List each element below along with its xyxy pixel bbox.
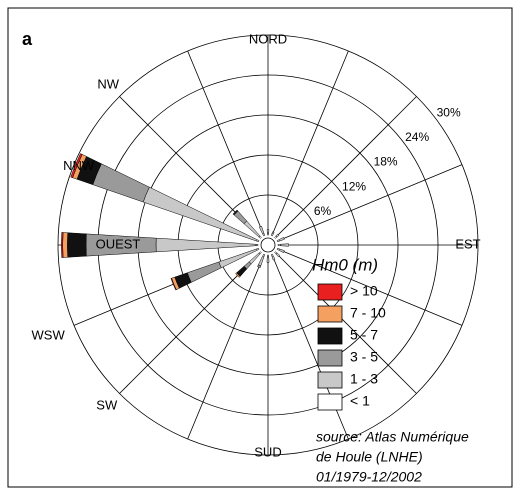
bar-segment: [277, 243, 281, 247]
bar-segment: [271, 231, 275, 235]
direction-label: NW: [97, 77, 119, 92]
legend-swatch: [317, 393, 343, 411]
direction-label: WSW: [32, 328, 66, 343]
bar-segment: [278, 237, 285, 242]
bar-segment: [235, 272, 241, 278]
bar-segment: [278, 248, 285, 253]
legend: Hm0 (m) < 1 1 - 3 3 - 5 5 - 7 7 - 10 > 10: [312, 255, 386, 411]
bars: [61, 153, 289, 291]
spoke: [277, 164, 463, 242]
bar-segment: [170, 277, 177, 291]
bar-segment: [258, 225, 265, 235]
legend-label: < 1: [350, 393, 370, 409]
r-tick-label: 24%: [405, 130, 429, 144]
legend-swatch: [317, 349, 343, 367]
ring: [57, 34, 479, 456]
bar-segment: [257, 264, 262, 269]
bar-segment: [267, 254, 269, 258]
bar-segment: [267, 232, 269, 236]
bar-segment: [266, 229, 270, 234]
legend-swatch: [317, 305, 343, 323]
labels: 6% 12% 18% 24% 30% NORD EST SUD SW WSW OUEST NNW NW s…: [32, 31, 481, 484]
spoke: [271, 50, 349, 236]
spoke: [187, 50, 265, 236]
legend-title: Hm0 (m): [312, 255, 378, 274]
spoke: [274, 96, 417, 239]
bar-segment: [62, 232, 68, 258]
calm-circle: [260, 237, 276, 253]
legend-label: 1 - 3: [350, 371, 378, 387]
r-tick-label: 30%: [437, 105, 461, 119]
direction-label: NNW: [63, 158, 95, 173]
bar-segment: [280, 243, 289, 247]
legend-swatch: [317, 371, 343, 389]
direction-label: OUEST: [96, 236, 141, 251]
bar-segment: [255, 244, 259, 246]
r-tick-label: 12%: [342, 179, 366, 193]
bar-segment: [61, 232, 64, 258]
direction-label: SUD: [254, 444, 281, 459]
bar-segment: [67, 232, 87, 258]
legend-label: 3 - 5: [350, 349, 378, 365]
direction-label: NORD: [249, 31, 287, 46]
bar-segment: [271, 255, 276, 261]
source-text: de Houle (LNHE): [316, 449, 423, 465]
legend-label: 7 - 10: [350, 305, 386, 321]
source-text: source: Atlas Numérique: [316, 429, 469, 445]
source-text: 01/1979-12/2002: [316, 469, 422, 485]
r-tick-label: 6%: [314, 204, 332, 218]
bar-segment: [275, 252, 281, 258]
spoke: [187, 254, 265, 440]
direction-label: EST: [455, 236, 480, 251]
direction-label: SW: [96, 398, 118, 413]
panel-label: a: [22, 29, 33, 49]
legend-swatch: [317, 283, 343, 301]
legend-label: > 10: [350, 283, 378, 299]
bar-segment: [232, 209, 239, 216]
legend-label: 5 - 7: [350, 327, 378, 343]
bar-segment: [266, 256, 270, 263]
spoke: [277, 248, 463, 326]
spoke: [274, 251, 417, 394]
legend-swatch: [317, 327, 343, 345]
bar-segment: [275, 233, 280, 238]
r-tick-label: 18%: [374, 155, 398, 169]
bar-segment: [70, 153, 83, 179]
